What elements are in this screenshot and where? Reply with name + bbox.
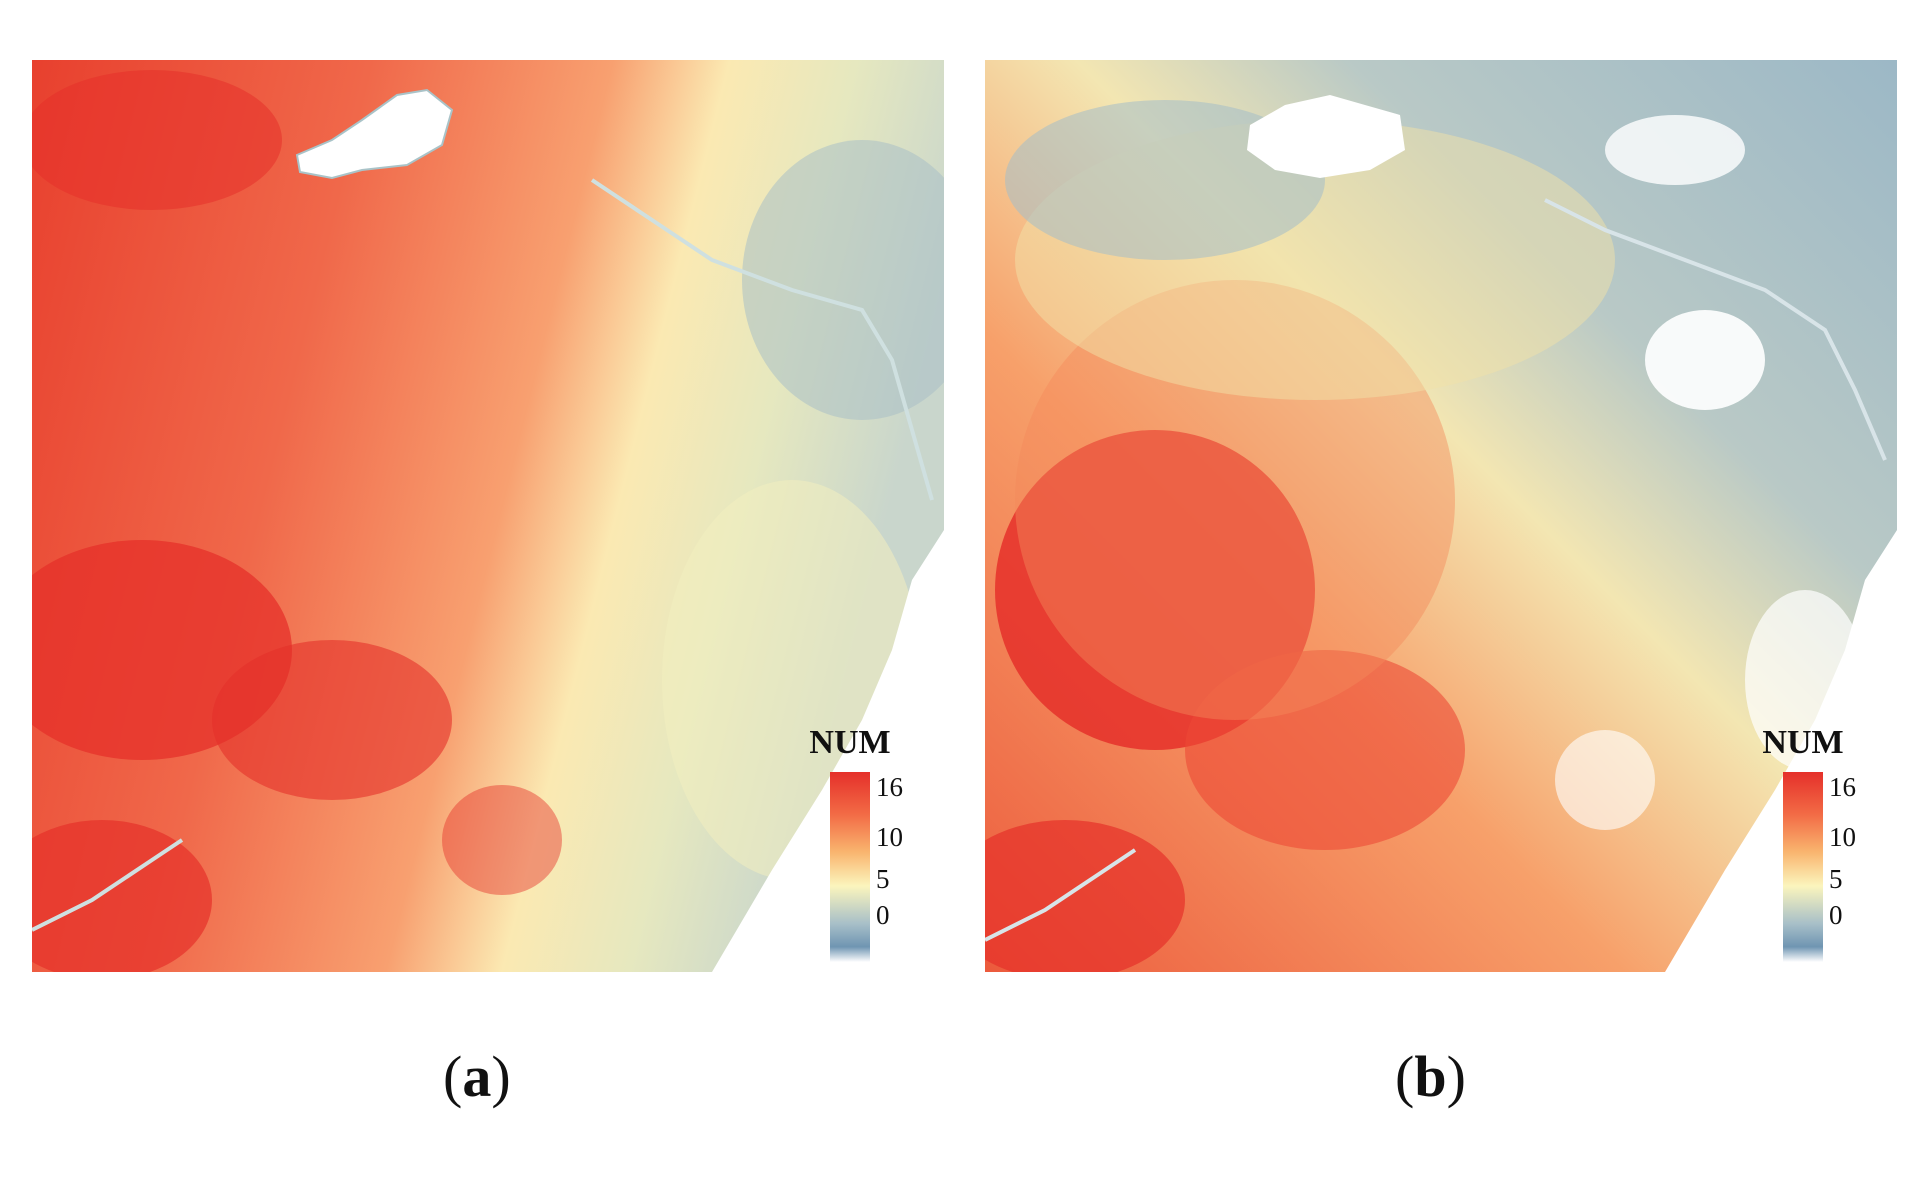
legend-b: NUM 16 10 5 0 (1753, 724, 1883, 962)
legend-tick-5: 5 (876, 864, 890, 894)
legend-tick-16: 16 (1829, 772, 1856, 802)
legend-tick-0: 0 (1829, 900, 1843, 930)
panel-label-letter: a (462, 1044, 492, 1109)
raster-map-a (32, 60, 944, 972)
legend-color-bar (830, 772, 870, 962)
panel-label-letter: b (1414, 1044, 1447, 1109)
legend-a: NUM 16 10 5 0 (800, 724, 930, 962)
legend-color-bar (1783, 772, 1823, 962)
legend-tick-5: 5 (1829, 864, 1843, 894)
legend-tick-10: 10 (876, 822, 903, 852)
map-panel-b (985, 60, 1897, 972)
legend-tick-10: 10 (1829, 822, 1856, 852)
legend-tick-16: 16 (876, 772, 903, 802)
panel-label-b: (b) (1395, 1044, 1466, 1109)
panel-label-a: (a) (443, 1044, 511, 1109)
raster-map-b (985, 60, 1897, 972)
legend-title: NUM (809, 724, 891, 761)
legend-title: NUM (1762, 724, 1844, 761)
map-panel-a (32, 60, 944, 972)
legend-tick-0: 0 (876, 900, 890, 930)
